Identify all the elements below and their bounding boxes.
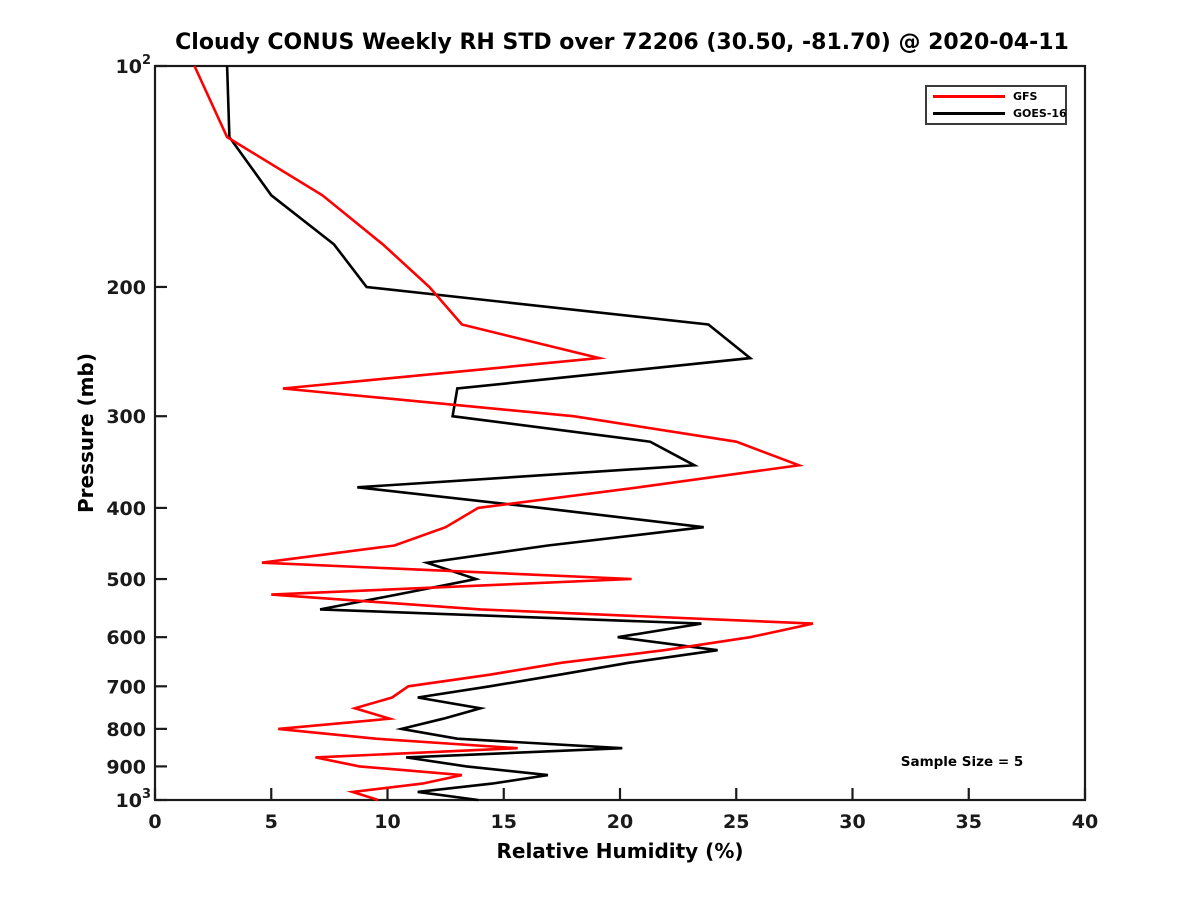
chart-title: Cloudy CONUS Weekly RH STD over 72206 (3… xyxy=(175,30,1069,55)
goes16-line-swatch-icon xyxy=(933,112,1005,115)
legend-item-gfs: GFS xyxy=(933,89,1059,104)
x-axis-tick-label: 0 xyxy=(148,811,161,833)
y-axis-tick-label: 400 xyxy=(106,498,146,520)
legend-item-goes16: GOES-16 xyxy=(933,106,1067,121)
y-axis-tick-label: 900 xyxy=(106,756,146,778)
x-axis-tick-label: 5 xyxy=(265,811,278,833)
legend-label-goes16: GOES-16 xyxy=(1013,107,1067,120)
y-axis-tick-label: 800 xyxy=(106,719,146,741)
y-axis-tick-label: 200 xyxy=(106,277,146,299)
y-axis-tick-label: 102 xyxy=(116,53,152,78)
x-axis-tick-label: 40 xyxy=(1072,811,1098,833)
x-axis-tick-label: 10 xyxy=(374,811,400,833)
x-axis-tick-label: 15 xyxy=(491,811,517,833)
x-axis-tick-label: 20 xyxy=(607,811,633,833)
y-axis-tick-label: 700 xyxy=(106,676,146,698)
gfs-line-swatch-icon xyxy=(933,95,1005,98)
y-axis-tick-label: 103 xyxy=(116,787,152,812)
legend: GFS GOES-16 xyxy=(925,85,1067,125)
y-axis-tick-label: 300 xyxy=(106,406,146,428)
x-axis-tick-label: 25 xyxy=(723,811,749,833)
x-axis-tick-label: 35 xyxy=(956,811,982,833)
sample-size-annotation: Sample Size = 5 xyxy=(900,754,1024,770)
x-axis-tick-label: 30 xyxy=(839,811,865,833)
y-axis-tick-label: 500 xyxy=(106,569,146,591)
legend-label-gfs: GFS xyxy=(1013,90,1038,103)
goes16-line xyxy=(225,65,754,802)
plot-frame xyxy=(153,64,1087,802)
x-axis-label: Relative Humidity (%) xyxy=(496,839,744,863)
gfs-line xyxy=(193,65,814,802)
y-axis-tick-label: 600 xyxy=(106,627,146,649)
